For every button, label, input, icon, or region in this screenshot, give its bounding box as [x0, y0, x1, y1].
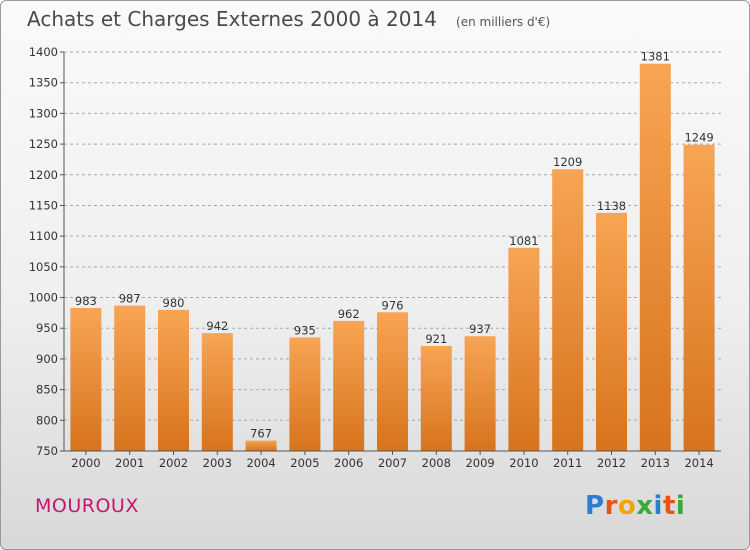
chart-frame: Achats et Charges Externes 2000 à 2014 (… — [0, 0, 750, 550]
y-tick-label: 800 — [36, 413, 58, 427]
bar-2014 — [684, 145, 715, 451]
bars — [70, 64, 714, 451]
data-label-2000: 983 — [75, 294, 97, 308]
bar-2007 — [377, 312, 408, 451]
x-tick-label-2011: 2011 — [553, 456, 582, 470]
data-label-2006: 962 — [338, 307, 360, 321]
x-tick-label-2001: 2001 — [115, 456, 144, 470]
x-tick-label-2013: 2013 — [641, 456, 670, 470]
data-label-2004: 767 — [250, 427, 272, 441]
logo-letter: x — [636, 491, 653, 521]
data-label-2014: 1249 — [684, 131, 713, 145]
bar-2001 — [114, 306, 145, 451]
y-tick-label: 750 — [36, 444, 58, 458]
bar-2002 — [158, 310, 189, 451]
y-tick-label: 1300 — [29, 106, 58, 120]
data-label-2009: 937 — [469, 322, 491, 336]
bar-2004 — [246, 441, 277, 451]
y-tick-label: 900 — [36, 352, 58, 366]
bar-2000 — [70, 308, 101, 451]
logo-letter: i — [654, 491, 663, 521]
y-tick-label: 1000 — [29, 291, 58, 305]
y-tick-label: 950 — [36, 321, 58, 335]
data-label-2007: 976 — [382, 298, 404, 312]
data-label-2008: 921 — [425, 332, 447, 346]
bar-2012 — [596, 213, 627, 451]
x-tick-label-2003: 2003 — [203, 456, 232, 470]
data-label-2012: 1138 — [597, 199, 626, 213]
x-tick-label-2007: 2007 — [378, 456, 407, 470]
y-tick-label: 1200 — [29, 168, 58, 182]
logo-letter: t — [663, 491, 676, 521]
data-label-2010: 1081 — [509, 234, 538, 248]
y-tick-label: 1350 — [29, 76, 58, 90]
x-tick-label-2012: 2012 — [597, 456, 626, 470]
x-tick-label-2014: 2014 — [684, 456, 713, 470]
bar-2008 — [421, 346, 452, 451]
y-tick-label: 1400 — [29, 45, 58, 59]
bar-2010 — [508, 248, 539, 451]
x-tick-label-2005: 2005 — [290, 456, 319, 470]
x-tick-label-2002: 2002 — [159, 456, 188, 470]
x-tick-label-2008: 2008 — [422, 456, 451, 470]
logo-letter: P — [585, 491, 605, 521]
bar-2011 — [552, 169, 583, 451]
proxiti-logo[interactable]: Proxiti — [585, 491, 685, 521]
x-tick-label-2000: 2000 — [71, 456, 100, 470]
y-tick-label: 1250 — [29, 137, 58, 151]
logo-letter: i — [676, 491, 685, 521]
data-label-2013: 1381 — [641, 50, 670, 64]
bar-2005 — [289, 337, 320, 451]
x-tick-label-2004: 2004 — [246, 456, 275, 470]
bar-2013 — [640, 64, 671, 451]
bar-2006 — [333, 321, 364, 451]
x-tick-label-2010: 2010 — [509, 456, 538, 470]
logo-letter: o — [618, 491, 636, 521]
data-label-2001: 987 — [119, 292, 141, 306]
bar-chart: 750 800 850 900 950 1000 1050 1100 1150 1200 1250 1… — [1, 1, 750, 550]
y-tick-label: 850 — [36, 383, 58, 397]
data-label-2011: 1209 — [553, 155, 582, 169]
bar-2009 — [465, 336, 496, 451]
x-tick-label-2009: 2009 — [465, 456, 494, 470]
y-tick-label: 1100 — [29, 229, 58, 243]
data-label-2003: 942 — [206, 319, 228, 333]
data-label-2002: 980 — [163, 296, 185, 310]
y-tick-label: 1050 — [29, 260, 58, 274]
city-name: MOUROUX — [35, 495, 139, 517]
data-label-2005: 935 — [294, 323, 316, 337]
logo-letter: r — [605, 491, 618, 521]
bar-2003 — [202, 333, 233, 451]
x-tick-label-2006: 2006 — [334, 456, 363, 470]
y-tick-label: 1150 — [29, 198, 58, 212]
